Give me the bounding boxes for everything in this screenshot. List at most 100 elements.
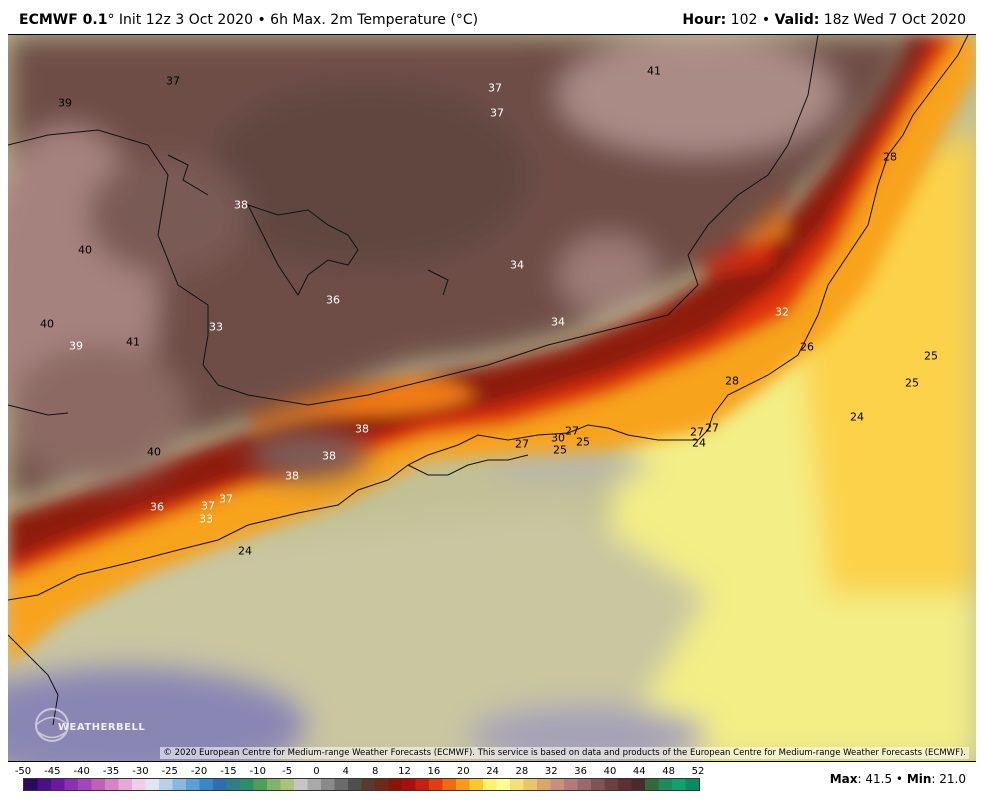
temperature-value-label: 38	[285, 470, 299, 483]
temperature-value-label: 36	[150, 501, 164, 514]
temperature-value-label: 41	[647, 65, 661, 78]
temperature-value-label: 25	[924, 350, 938, 363]
valid-value: 18z Wed 7 Oct 2020	[824, 12, 966, 28]
colorbar-swatch	[645, 779, 659, 790]
temperature-value-label: 27	[515, 438, 529, 451]
temperature-value-label: 40	[40, 318, 54, 331]
colorbar-swatch	[213, 779, 227, 790]
colorbar-tick-label: 8	[372, 766, 378, 777]
colorbar-swatch	[443, 779, 457, 790]
colorbar-swatch	[132, 779, 146, 790]
model-name: ECMWF 0.1	[19, 12, 107, 28]
temperature-value-label: 38	[355, 423, 369, 436]
colorbar-swatch	[24, 779, 38, 790]
colorbar-swatch	[510, 779, 524, 790]
temperature-value-label: 25	[553, 444, 567, 457]
colorbar-swatch	[348, 779, 362, 790]
temperature-map: 37 39 37 37 41 38 28 40 34 36 40 33 39 41 34 32 26 25 28 25…	[8, 34, 976, 762]
temperature-value-label: 32	[775, 306, 789, 319]
header: ECMWF 0.1° Init 12z 3 Oct 2020 • 6h Max.…	[0, 0, 984, 34]
temperature-value-label: 37	[488, 82, 502, 95]
colorbar-swatch	[51, 779, 65, 790]
temperature-value-label: 33	[199, 513, 213, 526]
colorbar-swatch	[38, 779, 52, 790]
colorbar-swatch	[429, 779, 443, 790]
colorbar-swatch	[308, 779, 322, 790]
init-time: Init 12z 3 Oct 2020	[119, 12, 253, 28]
colorbar-swatch	[173, 779, 187, 790]
copyright-notice: © 2020 European Centre for Medium-range …	[160, 747, 969, 759]
colorbar-swatch	[672, 779, 686, 790]
colorbar-tick-label: -25	[162, 766, 178, 777]
colorbar-swatch	[537, 779, 551, 790]
temperature-value-label: 24	[850, 411, 864, 424]
colorbar-tick-label: 40	[604, 766, 617, 777]
colorbar-swatch	[591, 779, 605, 790]
header-valid: Hour: 102 • Valid: 18z Wed 7 Oct 2020	[682, 12, 966, 28]
temperature-value-label: 34	[510, 259, 524, 272]
min-label: Min	[907, 772, 932, 786]
temperature-value-label: 38	[322, 450, 336, 463]
temperature-value-label: 37	[166, 75, 180, 88]
colorbar-swatch	[294, 779, 308, 790]
colorbar-tick-label: 20	[457, 766, 470, 777]
temperature-value-label: 39	[58, 97, 72, 110]
colorbar-swatch	[564, 779, 578, 790]
colorbar-tick-label: -5	[282, 766, 292, 777]
colorbar-tick-label: 4	[343, 766, 349, 777]
degree-symbol: °	[107, 12, 114, 28]
colorbar-swatch	[483, 779, 497, 790]
min-value: 21.0	[939, 772, 966, 786]
colorbar-swatch	[105, 779, 119, 790]
hour-label: Hour:	[682, 12, 726, 28]
colorbar-swatch	[375, 779, 389, 790]
colorbar-tick-label: 24	[486, 766, 499, 777]
temperature-value-label: 40	[78, 244, 92, 257]
colorbar-swatch	[335, 779, 349, 790]
colorbar-swatch	[389, 779, 403, 790]
temperature-value-label: 41	[126, 336, 140, 349]
temperature-value-label: 24	[692, 437, 706, 450]
colorbar-swatch	[659, 779, 673, 790]
colorbar-swatch	[281, 779, 295, 790]
colorbar-tick-label: 48	[662, 766, 675, 777]
temperature-value-label: 28	[725, 375, 739, 388]
colorbar-tick-label: 44	[633, 766, 646, 777]
colorbar-swatch	[578, 779, 592, 790]
colorbar-tick-label: -10	[250, 766, 266, 777]
temperature-value-label: 38	[234, 199, 248, 212]
colorbar-tick-label: -35	[103, 766, 119, 777]
colorbar-swatch	[362, 779, 376, 790]
colorbar-swatch	[78, 779, 92, 790]
colorbar-tick-label: -40	[74, 766, 90, 777]
colorbar-swatch	[254, 779, 268, 790]
colorbar-swatch	[240, 779, 254, 790]
colorbar-swatch	[605, 779, 619, 790]
temperature-value-label: 33	[209, 321, 223, 334]
map-field	[8, 35, 976, 761]
colorbar-tick-label: -30	[132, 766, 148, 777]
max-min-readout: Max: 41.5 • Min: 21.0	[830, 772, 966, 786]
colorbar-tick-label: 36	[574, 766, 587, 777]
valid-label: Valid:	[775, 12, 820, 28]
temperature-value-label: 37	[201, 500, 215, 513]
colorbar	[23, 778, 700, 791]
colorbar-swatch	[551, 779, 565, 790]
colorbar-swatch	[92, 779, 106, 790]
temperature-value-label: 25	[576, 436, 590, 449]
bullet-3: •	[896, 772, 903, 786]
colorbar-tick-label: 28	[516, 766, 529, 777]
colorbar-swatch	[618, 779, 632, 790]
colorbar-swatch	[186, 779, 200, 790]
colorbar-swatch	[497, 779, 511, 790]
colorbar-tick-label: 16	[427, 766, 440, 777]
colorbar-swatch	[267, 779, 281, 790]
header-title: ECMWF 0.1° Init 12z 3 Oct 2020 • 6h Max.…	[19, 12, 478, 28]
colorbar-swatch	[200, 779, 214, 790]
temperature-value-label: 39	[69, 340, 83, 353]
colorbar-swatch	[402, 779, 416, 790]
colorbar-tick-label: -20	[191, 766, 207, 777]
temperature-value-label: 24	[238, 545, 252, 558]
max-label: Max	[830, 772, 858, 786]
colorbar-tick-label: 32	[545, 766, 558, 777]
